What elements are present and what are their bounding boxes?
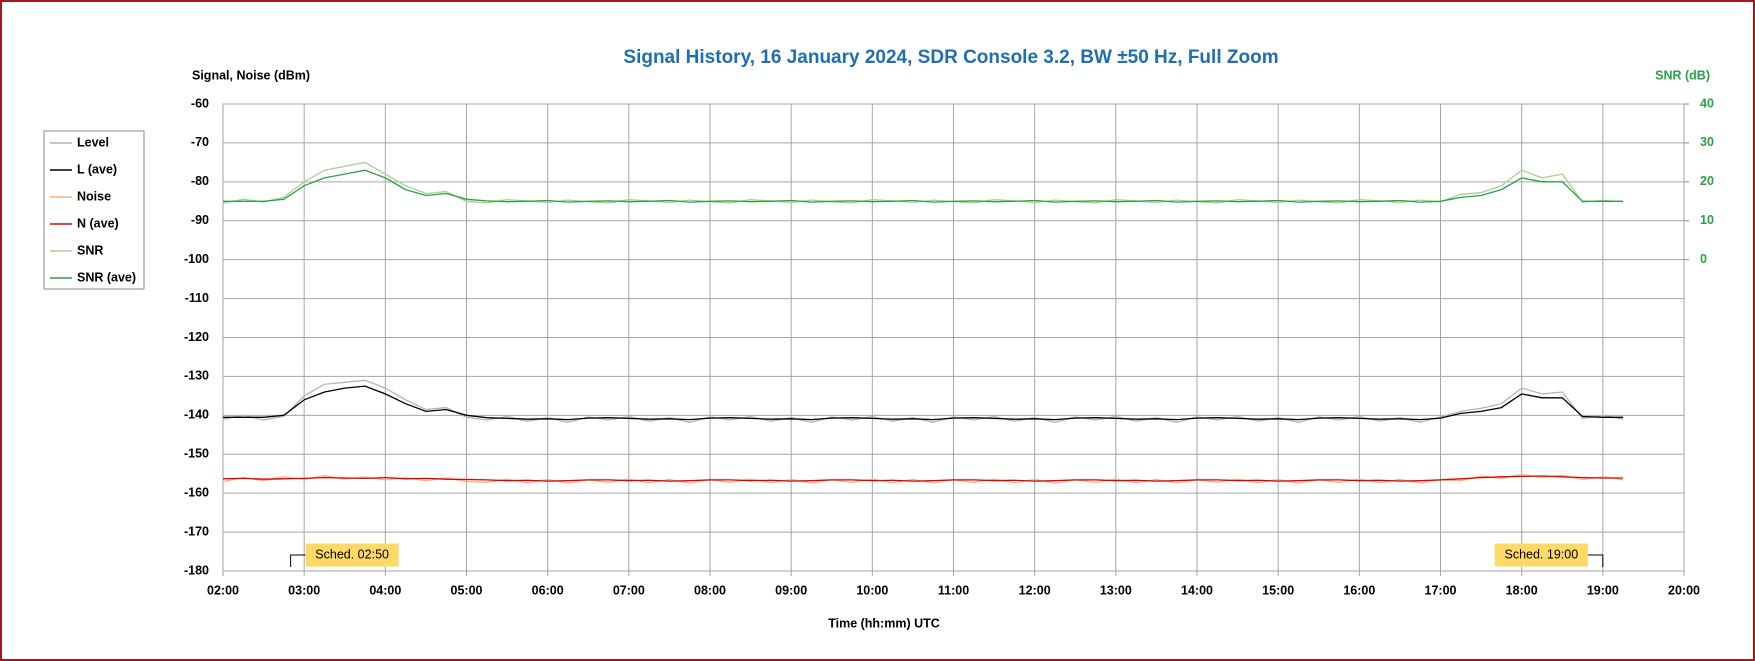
annotation-box — [305, 543, 399, 567]
x-tick-label: 08:00 — [694, 583, 726, 597]
y2-tick-label: 40 — [1700, 96, 1714, 110]
y-tick-label: -140 — [184, 408, 209, 422]
y2-axis-title: SNR (dB) — [1655, 68, 1710, 82]
y-tick-label: -60 — [191, 96, 209, 110]
x-tick-label: 09:00 — [775, 583, 807, 597]
y-tick-label: -160 — [184, 485, 209, 499]
x-axis-title: Time (hh:mm) UTC — [828, 616, 940, 630]
x-tick-label: 15:00 — [1262, 583, 1294, 597]
x-tick-label: 05:00 — [451, 583, 483, 597]
annotation-bracket — [1587, 554, 1604, 567]
legend-label: SNR — [77, 243, 103, 257]
x-tick-label: 16:00 — [1343, 583, 1375, 597]
y-tick-label: -90 — [191, 213, 209, 227]
annotation-label: Sched. 02:50 — [315, 547, 389, 561]
x-tick-label: 20:00 — [1668, 583, 1700, 597]
x-tick-label: 17:00 — [1425, 583, 1457, 597]
legend-label: SNR (ave) — [77, 270, 136, 284]
y2-tick-label: 30 — [1700, 135, 1714, 149]
x-tick-label: 06:00 — [532, 583, 564, 597]
legend-label: Level — [77, 135, 109, 149]
y2-tick-label: 0 — [1700, 252, 1707, 266]
y2-tick-label: 10 — [1700, 213, 1714, 227]
y-tick-label: -130 — [184, 369, 209, 383]
y-tick-label: -150 — [184, 447, 209, 461]
chart-title: Signal History, 16 January 2024, SDR Con… — [623, 47, 1278, 68]
x-tick-label: 02:00 — [207, 583, 239, 597]
series-line — [223, 169, 1624, 203]
x-tick-label: 18:00 — [1506, 583, 1538, 597]
y-axis-title: Signal, Noise (dBm) — [192, 68, 310, 82]
x-tick-label: 11:00 — [938, 583, 969, 597]
y-tick-label: -80 — [191, 174, 209, 188]
x-tick-label: 10:00 — [856, 583, 888, 597]
x-tick-label: 13:00 — [1100, 583, 1132, 597]
y-tick-label: -110 — [185, 291, 209, 305]
legend-label: N (ave) — [77, 216, 119, 230]
y-tick-label: -170 — [184, 524, 209, 538]
x-tick-label: 04:00 — [369, 583, 401, 597]
y2-tick-label: 20 — [1700, 174, 1714, 188]
y-tick-label: -100 — [184, 252, 209, 266]
annotation-label: Sched. 19:00 — [1504, 547, 1578, 561]
legend-box — [43, 130, 145, 290]
y-tick-label: -180 — [184, 563, 209, 577]
x-tick-label: 14:00 — [1181, 583, 1213, 597]
legend-label: L (ave) — [77, 162, 117, 176]
x-tick-label: 12:00 — [1019, 583, 1051, 597]
x-tick-label: 07:00 — [613, 583, 645, 597]
series-line — [223, 385, 1624, 421]
annotation-bracket — [290, 554, 306, 567]
y-tick-label: -120 — [184, 330, 209, 344]
series-line — [222, 475, 1624, 482]
x-tick-label: 03:00 — [288, 583, 320, 597]
y-tick-label: -70 — [191, 135, 209, 149]
annotation-box — [1494, 543, 1588, 567]
x-tick-label: 19:00 — [1587, 583, 1619, 597]
legend-label: Noise — [77, 189, 111, 203]
